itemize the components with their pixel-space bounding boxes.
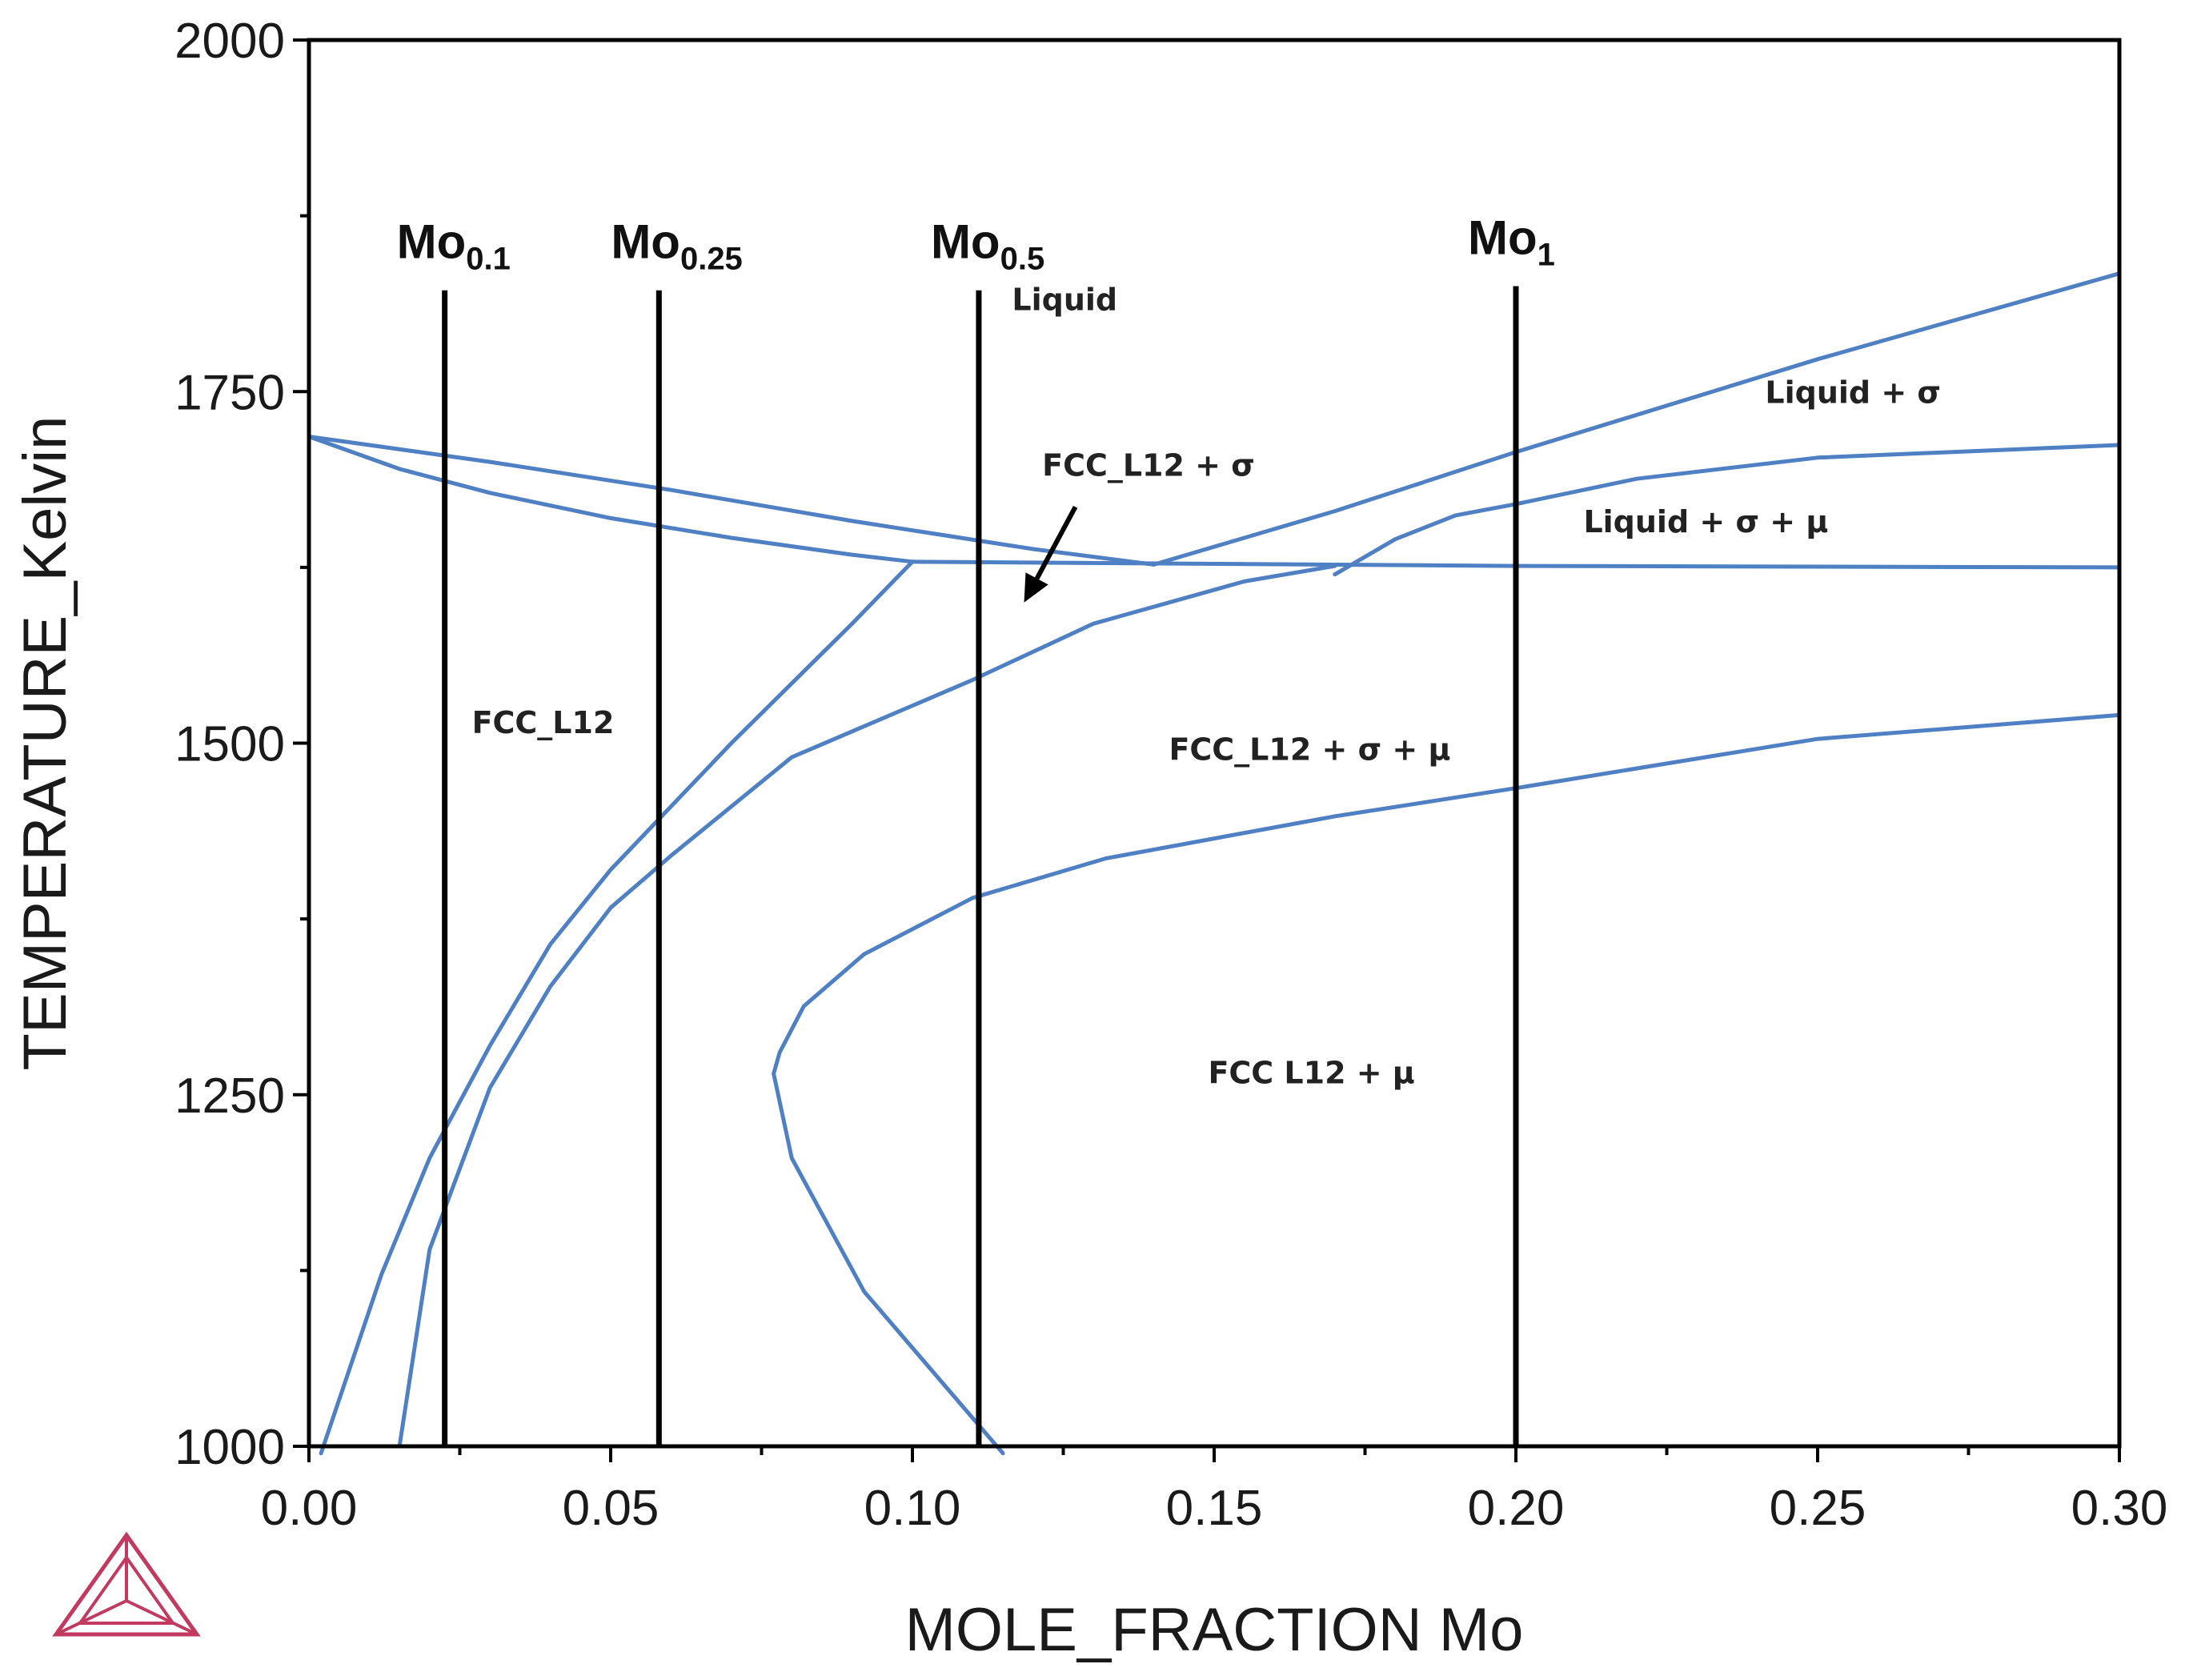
- x-tick-label: 0.10: [864, 1481, 961, 1536]
- composition-label: Mo0.25: [611, 215, 743, 277]
- alloy-composition-lines: [442, 286, 1519, 1446]
- phase-region-label: FCC_L12 + σ + μ: [1169, 732, 1450, 768]
- y-tick-label: 1500: [174, 717, 285, 772]
- arrow-shaft: [1034, 505, 1078, 580]
- logo-spoke: [126, 1599, 198, 1636]
- phase-region-label: FCC_L12 + σ: [1042, 448, 1255, 483]
- logo-spoke: [55, 1599, 127, 1636]
- axis-tick-labels: 0.00 0.05 0.10 0.15 0.20 0.25 0.30 1000 1250 1500…: [174, 14, 2167, 1536]
- x-axis-title: MOLE_FRACTION Mo: [905, 1596, 1524, 1664]
- y-tick-label: 1000: [174, 1420, 285, 1475]
- composition-label: Mo1: [1468, 211, 1555, 272]
- alloy-composition-labels: Mo0.1 Mo0.25 Mo0.5 Mo1: [397, 211, 1555, 276]
- phase-region-label: Liquid: [1012, 282, 1117, 317]
- y-tick-label: 1250: [174, 1069, 285, 1124]
- phase-line-fcc-sigma-solvus: [319, 559, 915, 1456]
- phase-region-label: Liquid + σ + μ: [1583, 504, 1828, 539]
- x-tick-label: 0.30: [2071, 1481, 2168, 1536]
- arrow-head: [1024, 572, 1048, 603]
- logo-outer-triangle: [52, 1531, 201, 1637]
- x-tick-label: 0.05: [563, 1481, 660, 1536]
- composition-label: Mo0.5: [931, 215, 1044, 277]
- y-tick-label: 2000: [174, 14, 285, 69]
- composition-label: Mo0.1: [397, 215, 511, 277]
- phase-region-label: FCC L12 + μ: [1208, 1056, 1414, 1091]
- x-tick-label: 0.00: [261, 1481, 358, 1536]
- y-axis-title: TEMPERATURE_Kelvin: [11, 416, 79, 1071]
- phase-line-fcc-sigma-mu-lower: [397, 563, 1337, 1449]
- x-tick-label: 0.15: [1166, 1481, 1263, 1536]
- phase-region-labels: Liquid Liquid + σ FCC_L12 + σ Liquid + σ + …: [472, 282, 1941, 1090]
- axis-ticks: [293, 38, 2121, 1462]
- phase-line-fcc-solidus: [307, 435, 915, 564]
- annotation-arrow: [1024, 505, 1078, 603]
- phase-region-label: FCC_L12: [472, 705, 615, 740]
- y-tick-label: 1750: [174, 365, 285, 420]
- logo-inner-triangle: [77, 1554, 176, 1625]
- thermo-calc-logo-icon: [52, 1531, 201, 1637]
- phase-region-label: Liquid + σ: [1765, 375, 1941, 410]
- x-tick-label: 0.25: [1770, 1481, 1866, 1536]
- x-tick-label: 0.20: [1468, 1481, 1565, 1536]
